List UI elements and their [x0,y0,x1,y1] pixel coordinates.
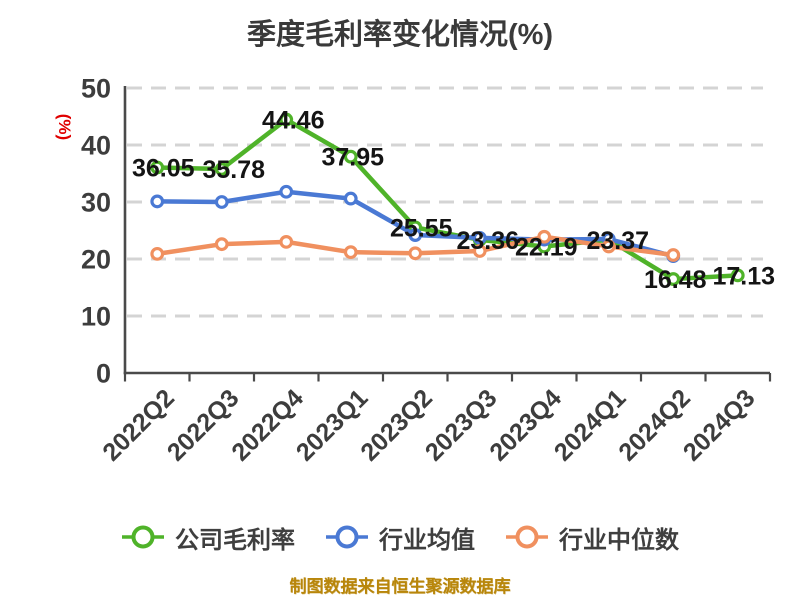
x-axis-label: 2023Q2 [355,384,438,467]
x-axis-label: 2023Q3 [420,384,503,467]
value-label: 22.19 [515,234,578,262]
chart-title: 季度毛利率变化情况(%) [246,19,554,51]
value-label: 36.05 [132,155,195,183]
legend-label: 行业均值 [379,526,475,554]
x-axis-label: 2024Q2 [613,384,696,467]
data-point-marker-2-2 [279,234,294,249]
x-axis-label: 2022Q4 [226,384,309,467]
value-label: 17.13 [712,262,775,290]
legend: 公司毛利率 行业均值 行业中位数 [0,520,800,554]
data-point-marker-1-5 [472,231,487,245]
legend-item-0[interactable]: 公司毛利率 [121,520,295,555]
data-point-marker-0-9 [730,268,745,283]
value-label: 25.55 [390,214,453,242]
data-point-marker-1-0 [150,194,165,209]
legend-marker-icon [122,525,164,549]
y-axis-tick-label: 30 [81,188,111,218]
data-point-marker-0-0 [150,160,165,175]
data-point-marker-2-7 [601,239,616,254]
y-axis-tick-label: 20 [81,245,111,275]
value-label: 23.37 [586,227,649,255]
data-point-marker-1-2 [279,184,294,199]
data-point-marker-0-2 [279,112,294,127]
data-point-marker-2-8 [666,248,681,262]
value-label: 44.46 [262,107,325,135]
data-source-note: 制图数据来自恒生聚源数据库 [289,577,511,596]
data-point-marker-2-3 [343,245,358,260]
data-point-marker-1-1 [214,195,229,209]
value-label: 16.48 [644,266,707,294]
data-point-marker-0-3 [343,149,358,164]
legend-label: 行业中位数 [559,526,679,554]
x-axis-label: 2022Q2 [97,384,180,467]
data-point-marker-2-4 [408,246,423,261]
data-point-marker-2-0 [150,246,165,261]
data-point-marker-1-4 [408,228,423,242]
x-axis-label: 2024Q3 [678,384,761,467]
legend-marker-icon [326,525,368,549]
legend-marker-icon [506,525,548,549]
series-line-0 [155,117,740,282]
legend-label: 公司毛利率 [175,526,295,554]
data-point-marker-1-3 [343,191,358,206]
x-axis-label: 2024Q1 [549,384,632,467]
x-axis-label: 2022Q3 [162,384,245,467]
data-point-marker-2-5 [472,244,487,258]
data-point-marker-0-1 [214,162,229,176]
x-axis-label: 2023Q1 [291,384,374,467]
y-axis-tick-label: 10 [81,302,111,332]
y-axis-tick-label: 50 [81,74,111,104]
legend-item-1[interactable]: 行业均值 [325,520,475,555]
value-label: 37.95 [321,144,384,172]
y-axis-tick-label: 40 [81,131,111,161]
y-axis-tick-label: 0 [96,359,111,389]
data-point-marker-0-8 [666,272,681,286]
data-point-marker-2-1 [214,237,229,252]
value-label: 23.36 [456,227,519,255]
x-axis-label: 2023Q4 [484,384,567,467]
data-point-marker-2-6 [537,229,552,244]
value-label: 35.78 [202,156,265,184]
legend-item-2[interactable]: 行业中位数 [505,520,679,555]
